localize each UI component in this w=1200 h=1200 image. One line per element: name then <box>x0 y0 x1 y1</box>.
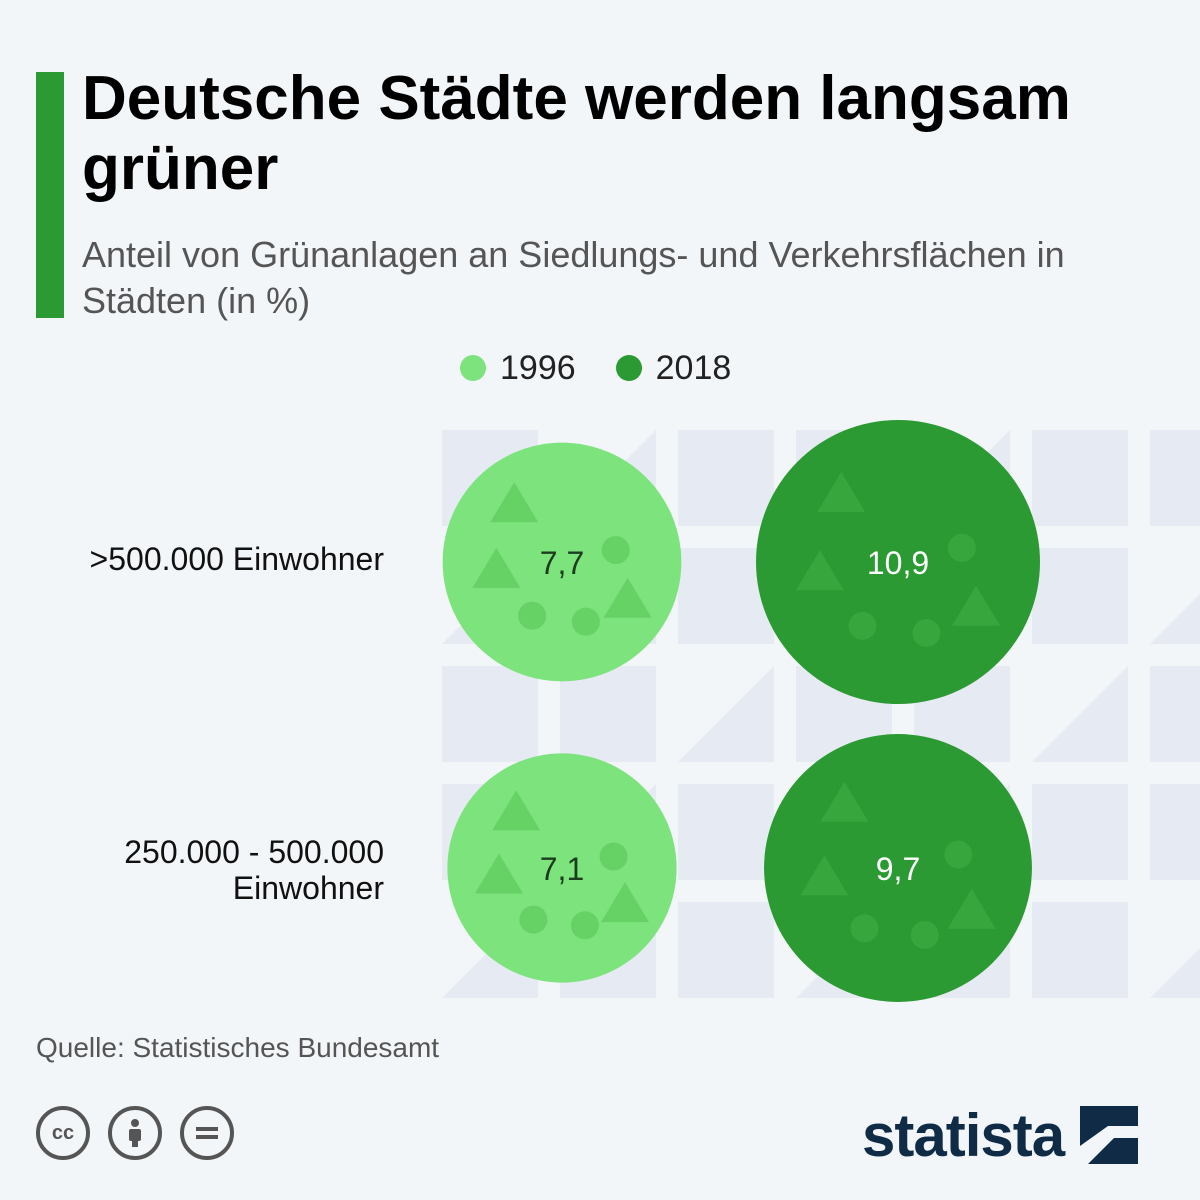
logo-text: statista <box>862 1101 1065 1169</box>
background-tile-cut <box>678 666 774 762</box>
tree-decoration <box>800 855 849 896</box>
bubble-1996-row-1: 7,7 <box>442 442 682 682</box>
background-tile <box>1032 784 1128 880</box>
dot-decoration <box>947 533 976 562</box>
bubble-value-label-1996: 7,7 <box>540 545 584 581</box>
cc-icon[interactable]: cc <box>36 1106 90 1160</box>
legend-item-1996: 1996 <box>460 349 576 388</box>
chart-subtitle: Anteil von Grünanlagen an Siedlungs- und… <box>82 234 1065 321</box>
dot-decoration <box>944 840 973 869</box>
dot-decoration <box>599 842 628 871</box>
dot-decoration <box>848 611 877 640</box>
tree-decoration <box>952 585 1001 626</box>
title-accent-bar <box>36 72 64 318</box>
source-note: Quelle: Statistisches Bundesamt <box>36 1032 440 1063</box>
dot-decoration <box>519 905 548 934</box>
attribution-icon[interactable] <box>108 1106 162 1160</box>
chart-title: Deutsche Städte werden langsam grüner <box>82 64 1071 203</box>
background-tile <box>1150 784 1200 880</box>
tree-decoration <box>820 781 869 822</box>
license-icons: cc <box>36 1106 252 1160</box>
dot-decoration <box>601 536 630 565</box>
bubble-value-label-2018: 10,9 <box>867 545 929 581</box>
background-tile <box>678 784 774 880</box>
dot-decoration <box>910 920 939 949</box>
tree-decoration <box>492 790 541 831</box>
background-tile <box>1150 430 1200 526</box>
tree-decoration <box>795 550 844 591</box>
dot-decoration <box>850 914 879 943</box>
dot-decoration <box>518 601 547 630</box>
legend: 1996 2018 <box>460 346 771 390</box>
bubble-layer: 7,7 7,1 10,9 9,7 <box>442 420 1040 1002</box>
legend-label-1996: 1996 <box>500 348 576 387</box>
legend-swatch-1996 <box>460 355 486 381</box>
bubble-2018-row-2: 9,7 <box>764 734 1032 1002</box>
row-label-mid-cities-line2: Einwohner <box>232 870 384 906</box>
row-label-mid-cities: 250.000 - 500.000 Einwohner <box>124 834 384 906</box>
dot-decoration <box>912 619 941 647</box>
row-label-large-cities-text: >500.000 Einwohner <box>89 541 384 577</box>
statista-logo[interactable]: statista <box>862 1098 1140 1172</box>
background-tile <box>1032 902 1128 998</box>
bubble-value-label-1996: 7,1 <box>540 851 584 887</box>
background-tile <box>678 902 774 998</box>
bubble-1996-row-2: 7,1 <box>447 753 677 983</box>
background-tile <box>442 666 538 762</box>
legend-swatch-2018 <box>615 355 642 381</box>
no-derivatives-icon[interactable] <box>180 1106 234 1160</box>
background-tile <box>1032 548 1128 644</box>
background-tile <box>1032 430 1128 526</box>
tree-decoration <box>472 547 521 588</box>
background-tile-cut <box>1150 902 1200 998</box>
tree-decoration <box>603 577 652 618</box>
background-tile-cut <box>1032 666 1128 762</box>
tree-decoration <box>817 472 866 513</box>
background-tile <box>560 666 656 762</box>
dot-decoration <box>570 911 599 940</box>
bubble-circle-2018 <box>756 420 1040 704</box>
legend-item-2018: 2018 <box>615 348 732 388</box>
row-label-large-cities: >500.000 Einwohner <box>90 541 384 577</box>
legend-label-2018: 2018 <box>655 348 732 387</box>
dot-decoration <box>571 607 600 636</box>
tree-decoration <box>474 853 523 894</box>
background-tile-cut <box>1150 548 1200 644</box>
bubble-2018-row-1: 10,9 <box>756 420 1040 704</box>
logo-mark-icon <box>1080 1106 1139 1164</box>
background-tile <box>1150 666 1200 762</box>
bubble-circle-2018 <box>764 734 1032 1002</box>
tree-decoration <box>947 888 996 929</box>
tree-decoration <box>601 882 650 923</box>
bubble-value-label-2018: 9,7 <box>876 851 920 887</box>
background-tile <box>678 430 774 526</box>
row-label-mid-cities-line1: 250.000 - 500.000 <box>124 834 384 870</box>
tree-decoration <box>490 482 539 523</box>
